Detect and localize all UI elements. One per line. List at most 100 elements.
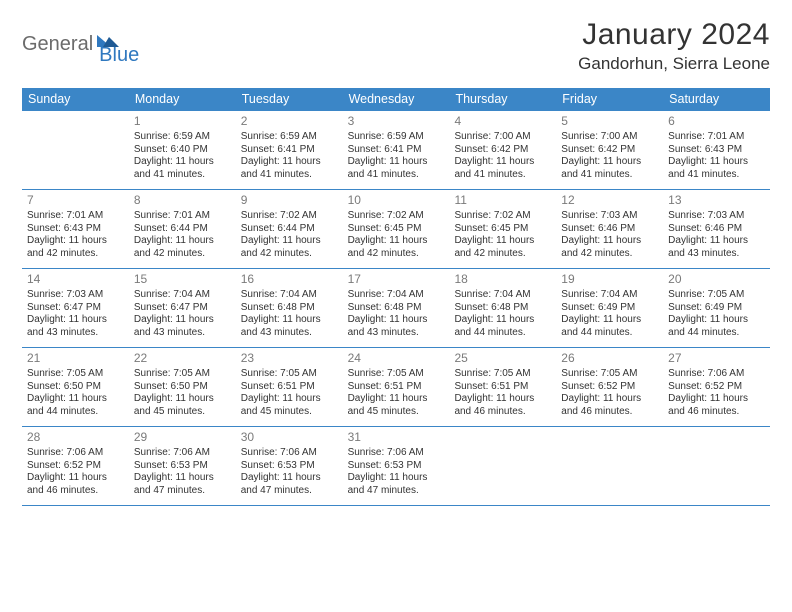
- sunset-line: Sunset: 6:50 PM: [27, 381, 124, 394]
- calendar-cell: 24Sunrise: 7:05 AMSunset: 6:51 PMDayligh…: [343, 348, 450, 426]
- logo-triangle-icon: [97, 31, 117, 47]
- sunrise-line: Sunrise: 7:06 AM: [348, 447, 445, 460]
- sunrise-line: Sunrise: 7:01 AM: [668, 131, 765, 144]
- daylight-line: Daylight: 11 hours and 41 minutes.: [241, 156, 338, 181]
- sunrise-line: Sunrise: 7:00 AM: [561, 131, 658, 144]
- calendar-row: 28Sunrise: 7:06 AMSunset: 6:52 PMDayligh…: [22, 427, 770, 506]
- daylight-line: Daylight: 11 hours and 42 minutes.: [134, 235, 231, 260]
- sunset-line: Sunset: 6:51 PM: [348, 381, 445, 394]
- sunrise-line: Sunrise: 7:01 AM: [134, 210, 231, 223]
- day-number: 17: [348, 272, 445, 287]
- calendar-cell: 23Sunrise: 7:05 AMSunset: 6:51 PMDayligh…: [236, 348, 343, 426]
- calendar-header-cell: Sunday: [22, 88, 129, 111]
- day-number: 24: [348, 351, 445, 366]
- calendar-cell: 4Sunrise: 7:00 AMSunset: 6:42 PMDaylight…: [449, 111, 556, 189]
- sunset-line: Sunset: 6:48 PM: [348, 302, 445, 315]
- sunrise-line: Sunrise: 6:59 AM: [134, 131, 231, 144]
- day-number: 22: [134, 351, 231, 366]
- day-number: 28: [27, 430, 124, 445]
- calendar-cell: 8Sunrise: 7:01 AMSunset: 6:44 PMDaylight…: [129, 190, 236, 268]
- calendar-cell: 20Sunrise: 7:05 AMSunset: 6:49 PMDayligh…: [663, 269, 770, 347]
- calendar-cell: 1Sunrise: 6:59 AMSunset: 6:40 PMDaylight…: [129, 111, 236, 189]
- sunrise-line: Sunrise: 6:59 AM: [241, 131, 338, 144]
- daylight-line: Daylight: 11 hours and 46 minutes.: [454, 393, 551, 418]
- logo-word-blue: Blue: [99, 44, 139, 67]
- calendar-cell: 11 Sunrise: 7:02 AMSunset: 6:45 PMDayligh…: [449, 190, 556, 268]
- sunset-line: Sunset: 6:41 PM: [348, 144, 445, 157]
- daylight-line: Daylight: 11 hours and 41 minutes.: [454, 156, 551, 181]
- sunset-line: Sunset: 6:52 PM: [561, 381, 658, 394]
- sunrise-line: Sunrise: 7:04 AM: [348, 289, 445, 302]
- sunset-line: Sunset: 6:45 PM: [454, 223, 551, 236]
- day-number: 31: [348, 430, 445, 445]
- day-number: 15: [134, 272, 231, 287]
- sunset-line: Sunset: 6:46 PM: [668, 223, 765, 236]
- title-block: January 2024 Gandorhun, Sierra Leone: [578, 18, 770, 74]
- daylight-line: Daylight: 11 hours and 45 minutes.: [241, 393, 338, 418]
- calendar-cell: 12Sunrise: 7:03 AMSunset: 6:46 PMDayligh…: [556, 190, 663, 268]
- day-number: 27: [668, 351, 765, 366]
- day-number: 4: [454, 114, 551, 129]
- sunrise-line: Sunrise: 7:05 AM: [454, 368, 551, 381]
- day-number: 3: [348, 114, 445, 129]
- day-number: 2: [241, 114, 338, 129]
- calendar-header-cell: Monday: [129, 88, 236, 111]
- calendar-cell: 7Sunrise: 7:01 AMSunset: 6:43 PMDaylight…: [22, 190, 129, 268]
- calendar-cell: 2Sunrise: 6:59 AMSunset: 6:41 PMDaylight…: [236, 111, 343, 189]
- calendar-cell: 21Sunrise: 7:05 AMSunset: 6:50 PMDayligh…: [22, 348, 129, 426]
- sunrise-line: Sunrise: 7:06 AM: [134, 447, 231, 460]
- calendar-cell: [663, 427, 770, 505]
- sunset-line: Sunset: 6:53 PM: [241, 460, 338, 473]
- calendar-cell: [22, 111, 129, 189]
- calendar-cell: 18Sunrise: 7:04 AMSunset: 6:48 PMDayligh…: [449, 269, 556, 347]
- sunset-line: Sunset: 6:53 PM: [348, 460, 445, 473]
- calendar-cell: 26Sunrise: 7:05 AMSunset: 6:52 PMDayligh…: [556, 348, 663, 426]
- day-number: 21: [27, 351, 124, 366]
- daylight-line: Daylight: 11 hours and 44 minutes.: [561, 314, 658, 339]
- calendar-cell: 3Sunrise: 6:59 AMSunset: 6:41 PMDaylight…: [343, 111, 450, 189]
- header: General Blue January 2024 Gandorhun, Sie…: [22, 18, 770, 80]
- calendar-cell: 6Sunrise: 7:01 AMSunset: 6:43 PMDaylight…: [663, 111, 770, 189]
- sunset-line: Sunset: 6:45 PM: [348, 223, 445, 236]
- sunrise-line: Sunrise: 7:05 AM: [134, 368, 231, 381]
- daylight-line: Daylight: 11 hours and 43 minutes.: [27, 314, 124, 339]
- calendar-cell: 16Sunrise: 7:04 AMSunset: 6:48 PMDayligh…: [236, 269, 343, 347]
- daylight-line: Daylight: 11 hours and 47 minutes.: [241, 472, 338, 497]
- calendar-cell: 14Sunrise: 7:03 AMSunset: 6:47 PMDayligh…: [22, 269, 129, 347]
- sunrise-line: Sunrise: 7:04 AM: [134, 289, 231, 302]
- calendar-row: 7Sunrise: 7:01 AMSunset: 6:43 PMDaylight…: [22, 190, 770, 269]
- sunset-line: Sunset: 6:51 PM: [454, 381, 551, 394]
- daylight-line: Daylight: 11 hours and 41 minutes.: [561, 156, 658, 181]
- day-number: 10: [348, 193, 445, 208]
- calendar-header-cell: Thursday: [449, 88, 556, 111]
- sunset-line: Sunset: 6:42 PM: [561, 144, 658, 157]
- day-number: 30: [241, 430, 338, 445]
- daylight-line: Daylight: 11 hours and 41 minutes.: [348, 156, 445, 181]
- sunrise-line: Sunrise: 7:06 AM: [241, 447, 338, 460]
- sunrise-line: Sunrise: 7:05 AM: [561, 368, 658, 381]
- sunrise-line: Sunrise: 7:06 AM: [27, 447, 124, 460]
- calendar-cell: 17Sunrise: 7:04 AMSunset: 6:48 PMDayligh…: [343, 269, 450, 347]
- daylight-line: Daylight: 11 hours and 43 minutes.: [134, 314, 231, 339]
- daylight-line: Daylight: 11 hours and 44 minutes.: [27, 393, 124, 418]
- sunset-line: Sunset: 6:44 PM: [241, 223, 338, 236]
- daylight-line: Daylight: 11 hours and 45 minutes.: [348, 393, 445, 418]
- sunrise-line: Sunrise: 7:02 AM: [454, 210, 551, 223]
- calendar-cell: 5Sunrise: 7:00 AMSunset: 6:42 PMDaylight…: [556, 111, 663, 189]
- calendar-cell: 10Sunrise: 7:02 AMSunset: 6:45 PMDayligh…: [343, 190, 450, 268]
- daylight-line: Daylight: 11 hours and 42 minutes.: [454, 235, 551, 260]
- sunset-line: Sunset: 6:48 PM: [241, 302, 338, 315]
- daylight-line: Daylight: 11 hours and 46 minutes.: [668, 393, 765, 418]
- calendar-cell: 31Sunrise: 7:06 AMSunset: 6:53 PMDayligh…: [343, 427, 450, 505]
- day-number: 16: [241, 272, 338, 287]
- daylight-line: Daylight: 11 hours and 41 minutes.: [668, 156, 765, 181]
- daylight-line: Daylight: 11 hours and 46 minutes.: [27, 472, 124, 497]
- calendar-cell: 15 Sunrise: 7:04 AMSunset: 6:47 PMDayligh…: [129, 269, 236, 347]
- sunset-line: Sunset: 6:47 PM: [134, 302, 231, 315]
- sunrise-line: Sunrise: 7:04 AM: [241, 289, 338, 302]
- calendar-header-cell: Saturday: [663, 88, 770, 111]
- sunset-line: Sunset: 6:44 PM: [134, 223, 231, 236]
- title-location: Gandorhun, Sierra Leone: [578, 54, 770, 74]
- day-number: 11: [454, 193, 551, 208]
- day-number: 19: [561, 272, 658, 287]
